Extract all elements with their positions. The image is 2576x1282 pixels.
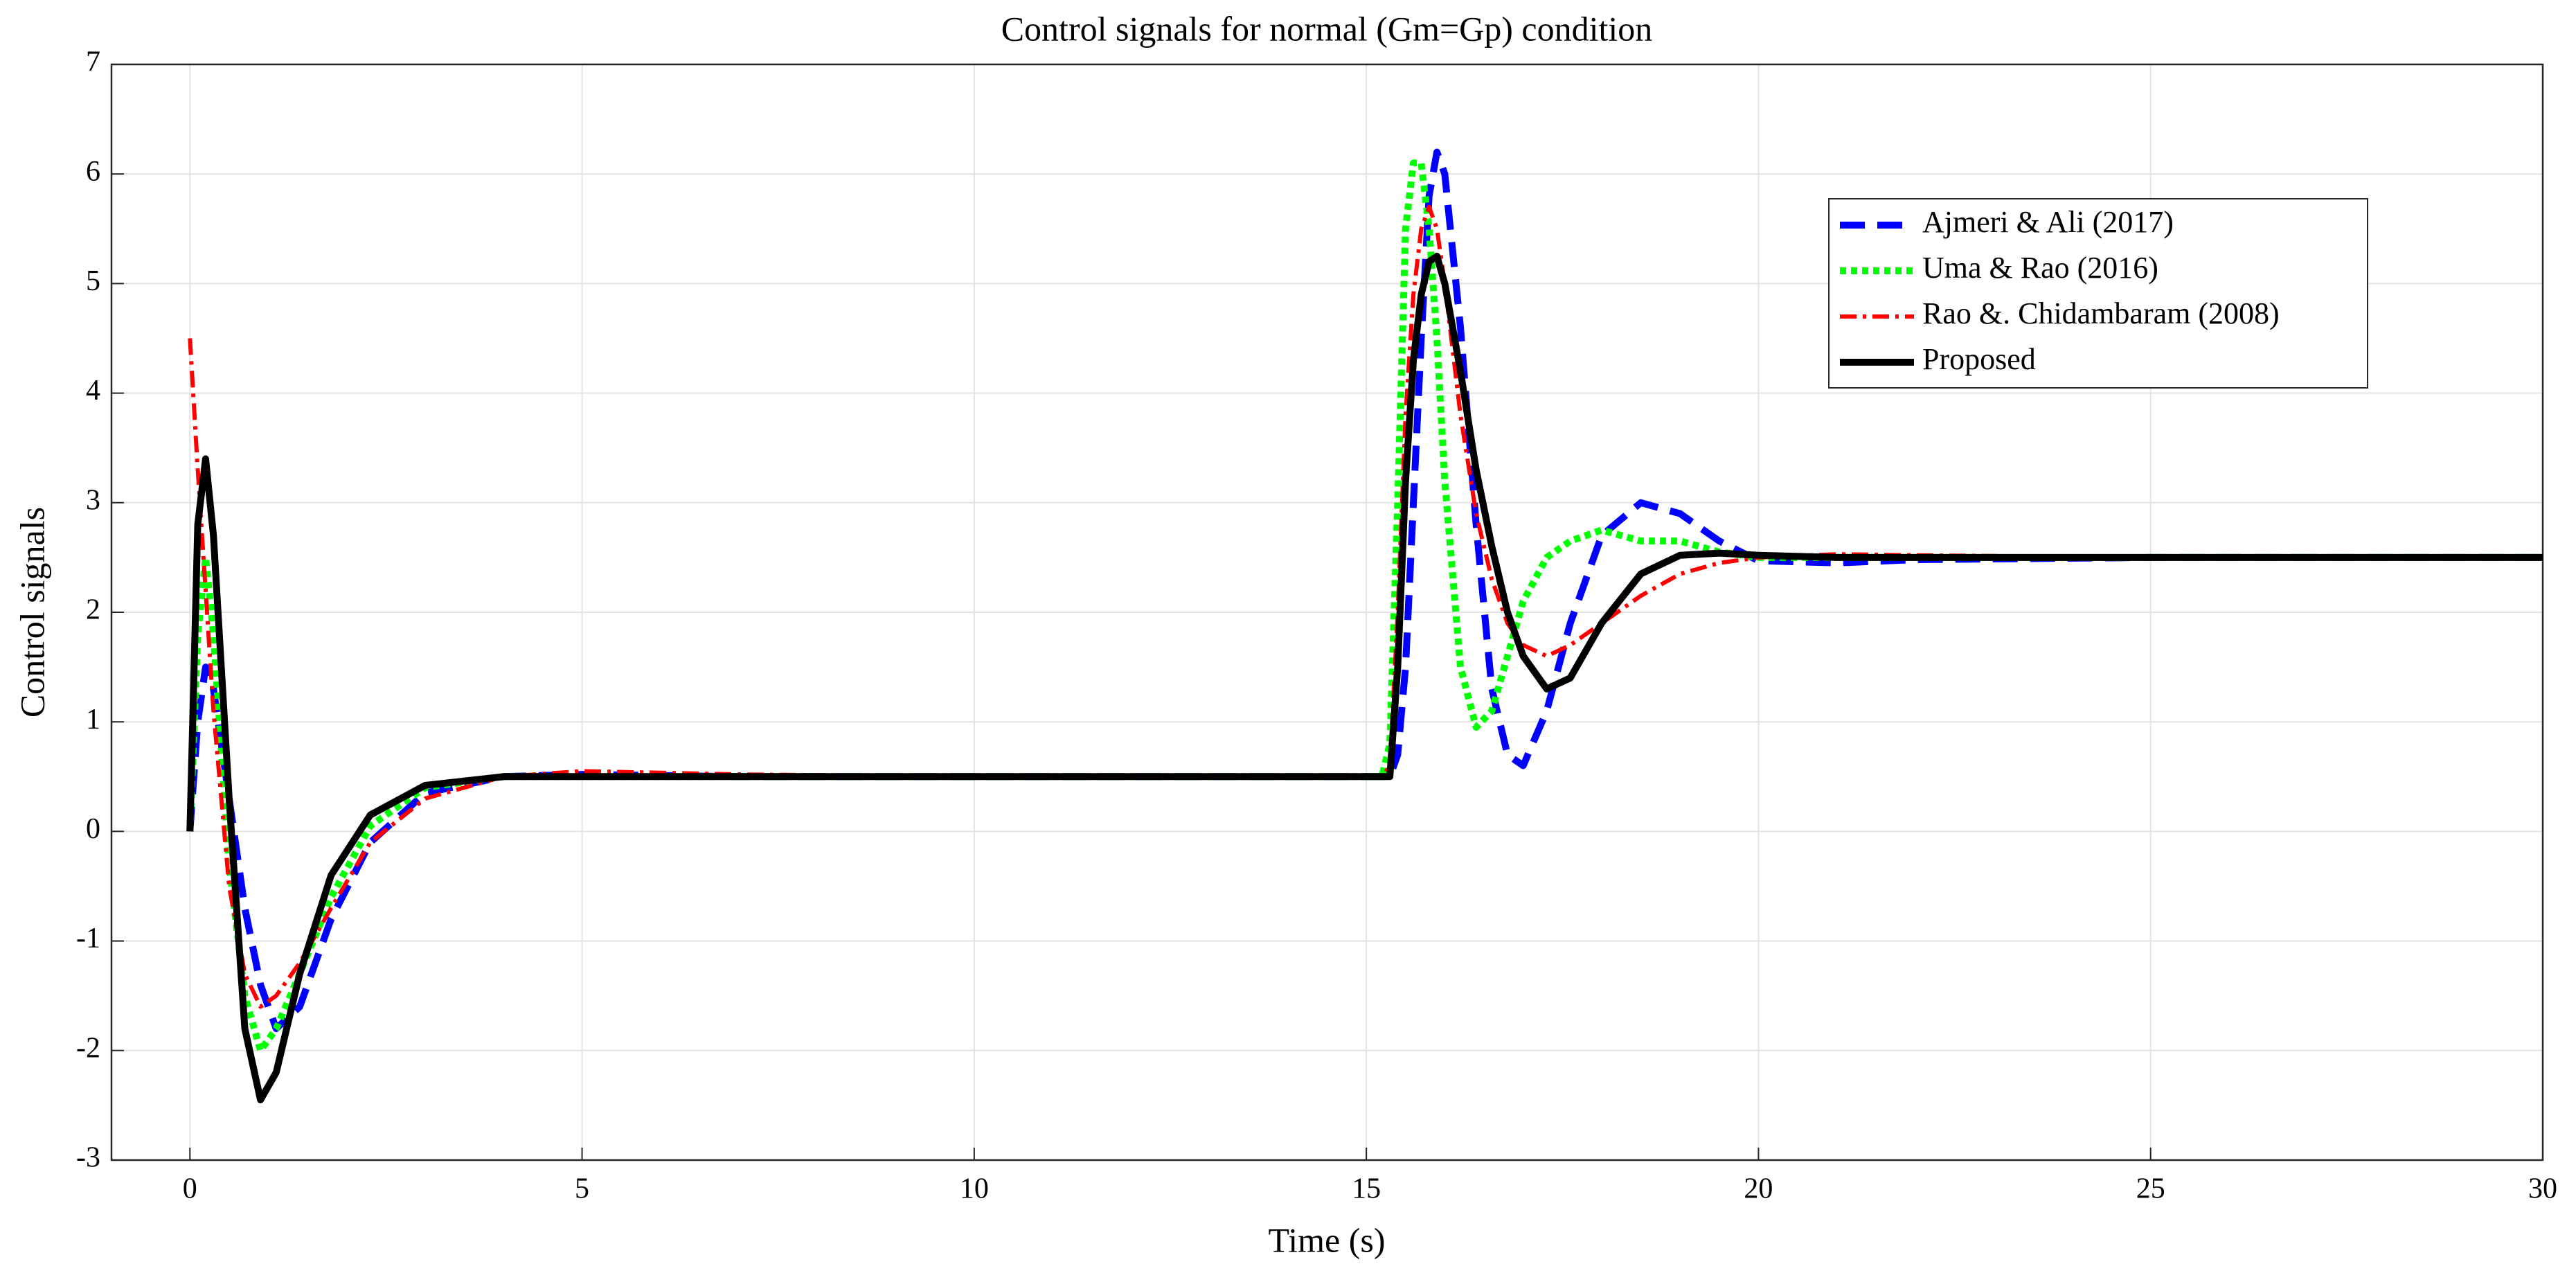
x-tick-label: 30 — [2528, 1173, 2557, 1205]
x-tick-label: 10 — [960, 1173, 989, 1205]
x-tick-label: 15 — [1352, 1173, 1381, 1205]
plot-frame — [110, 63, 2544, 1161]
series-line — [186, 148, 2543, 1033]
series-line — [186, 252, 2543, 1103]
y-tick-label: 6 — [86, 156, 100, 188]
y-tick-label: 7 — [86, 46, 100, 78]
y-tick-label: 4 — [86, 375, 100, 407]
series-line — [188, 204, 2543, 1009]
y-tick-label: -2 — [76, 1032, 100, 1064]
x-tick-label: 5 — [575, 1173, 589, 1205]
legend-box — [1828, 198, 2368, 389]
x-tick-label: 25 — [2136, 1173, 2165, 1205]
y-tick-label: -1 — [76, 923, 100, 954]
y-tick-label: 1 — [86, 704, 100, 736]
legend-label: Rao &. Chidambaram (2008) — [1922, 296, 2280, 330]
y-tick-label: 5 — [86, 265, 100, 297]
y-tick-label: 2 — [86, 594, 100, 626]
x-tick-label: 0 — [183, 1173, 197, 1205]
legend: Ajmeri & Ali (2017) Uma & Rao (2016) Rao &… — [1828, 198, 2368, 389]
y-tick-label: -3 — [76, 1142, 100, 1174]
y-tick-label: 0 — [86, 813, 100, 845]
series-line — [186, 159, 2543, 1054]
legend-label: Uma & Rao (2016) — [1922, 251, 2158, 285]
legend-label: Proposed — [1922, 342, 2036, 376]
chart-title: Control signals for normal (Gm=Gp) condi… — [1001, 9, 1653, 48]
legend-label: Ajmeri & Ali (2017) — [1922, 205, 2174, 239]
x-tick-label: 20 — [1744, 1173, 1773, 1205]
x-axis-label: Time (s) — [1268, 1220, 1385, 1259]
y-tick-label: 3 — [86, 484, 100, 516]
y-axis-label: Control signals — [12, 507, 51, 718]
